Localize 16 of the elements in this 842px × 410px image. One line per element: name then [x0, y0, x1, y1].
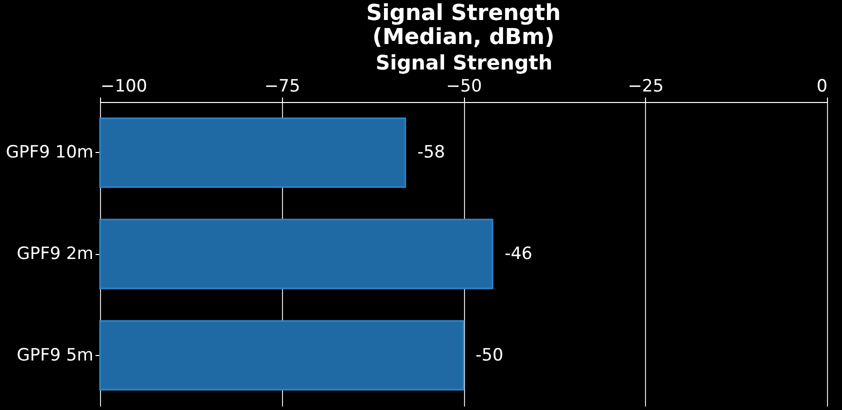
- x-tick-label: −75: [264, 76, 300, 96]
- bar: [99, 117, 406, 188]
- x-axis-title: Signal Strength: [376, 50, 552, 74]
- data-label: -58: [417, 142, 446, 163]
- chart-title: Signal Strength (Median, dBm): [366, 1, 561, 50]
- x-tick-label: −100: [100, 76, 148, 96]
- x-tick-label: −50: [446, 76, 482, 96]
- x-tick-label: −25: [628, 76, 664, 96]
- bar: [99, 320, 464, 391]
- y-tick-label: GPF9 5m: [16, 345, 94, 366]
- x-tick-label: 0: [816, 76, 828, 96]
- data-label: -50: [476, 345, 504, 366]
- bar: [99, 218, 494, 290]
- y-tick-label: GPF9 2m: [16, 244, 94, 264]
- y-tick-label: GPF9 10m: [6, 142, 94, 163]
- data-label: -46: [504, 244, 532, 264]
